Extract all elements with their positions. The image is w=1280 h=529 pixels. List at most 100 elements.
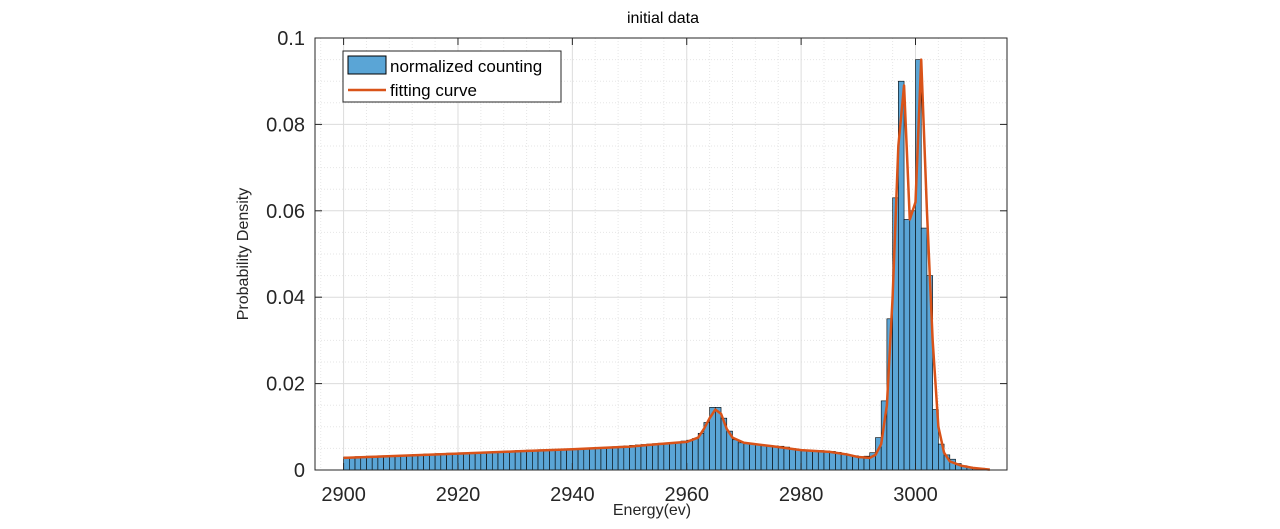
x-axis-label: Energy(ev): [613, 502, 691, 519]
y-tick-labels: 0 0.02 0.04 0.06 0.08 0.1: [266, 28, 305, 482]
histogram-bar: [623, 445, 630, 471]
y-axis-label: Probability Density: [235, 188, 252, 321]
histogram-bar: [577, 448, 585, 471]
x-tick-label: 3000: [893, 484, 938, 506]
histogram-bar: [840, 453, 848, 471]
histogram-bar: [469, 451, 476, 471]
x-tick-label: 2960: [664, 484, 709, 506]
histogram-bar: [434, 453, 442, 471]
histogram-bar: [692, 438, 699, 471]
histogram-bar: [474, 451, 482, 471]
histogram-bar: [423, 453, 430, 471]
histogram-bar: [572, 448, 579, 471]
histogram-bar: [594, 447, 602, 471]
histogram-bar: [823, 450, 831, 471]
histogram-bar: [520, 450, 527, 471]
histogram-bar: [732, 439, 739, 471]
axis-ticks: [315, 37, 1007, 471]
y-tick-label: 0.08: [266, 114, 305, 136]
histogram-bar: [406, 454, 413, 471]
histogram-bar: [446, 452, 453, 471]
histogram-bar: [606, 446, 613, 471]
legend-label-fitting-curve: fitting curve: [390, 81, 477, 100]
x-tick-label: 2900: [321, 484, 366, 506]
histogram-bar: [514, 450, 522, 471]
histogram-bar: [480, 451, 487, 471]
histogram-bar: [583, 448, 590, 471]
fitting-curve-line: [343, 58, 990, 471]
histogram-bar: [846, 454, 853, 471]
histogram-bar: [777, 445, 785, 471]
histogram-bar: [646, 443, 653, 471]
histogram-bar: [349, 456, 356, 471]
histogram-bar: [451, 452, 459, 471]
histogram-bar: [389, 455, 396, 471]
histogram-bar: [560, 448, 567, 471]
histogram-bar: [377, 455, 384, 471]
histogram-bar: [657, 442, 665, 471]
histogram-bar: [537, 449, 545, 471]
histogram-bar: [835, 451, 842, 471]
histogram-bar: [715, 407, 722, 471]
histogram-bar: [486, 451, 493, 471]
histogram-bar: [829, 451, 836, 471]
histogram-bar: [903, 219, 911, 471]
histogram-bar: [549, 448, 556, 471]
histogram-bar: [795, 449, 802, 471]
histogram-bar: [669, 442, 676, 471]
y-tick-label: 0.02: [266, 374, 305, 396]
histogram-bar: [772, 445, 779, 471]
histogram-bar: [417, 454, 424, 471]
y-tick-label: 0: [294, 460, 305, 482]
x-tick-label: 2920: [436, 484, 481, 506]
histogram-bar: [371, 455, 379, 471]
histogram-bar: [554, 448, 562, 471]
histogram-bar: [497, 451, 505, 471]
histogram-bar: [766, 445, 773, 471]
histogram-bar: [663, 442, 670, 471]
histogram-bar: [743, 443, 750, 471]
histogram-bar: [674, 441, 682, 471]
histogram-bar: [411, 454, 419, 471]
x-tick-label: 2980: [779, 484, 824, 506]
histogram-bar: [680, 440, 688, 471]
histogram-bar: [457, 452, 464, 471]
histogram-bar: [429, 453, 436, 471]
histogram-bar: [440, 453, 447, 471]
histogram-bar: [634, 444, 642, 471]
histogram-bar: [812, 450, 819, 471]
histogram-bar: [566, 448, 573, 471]
histogram-bar: [909, 210, 916, 471]
histogram-bar: [640, 444, 648, 471]
histogram-bar: [629, 445, 636, 471]
histogram-bar: [920, 227, 928, 471]
histogram-bar: [755, 444, 762, 471]
y-tick-label: 0.04: [266, 287, 305, 309]
histogram-bar: [749, 443, 756, 471]
histogram-bar: [509, 450, 516, 471]
histogram-bar: [737, 442, 745, 471]
histogram-bar: [360, 456, 367, 471]
y-tick-label: 0.06: [266, 201, 305, 223]
histogram-bar: [543, 449, 550, 471]
histogram-bar: [806, 450, 813, 471]
histogram-bar: [697, 432, 705, 471]
y-tick-label: 0.1: [277, 28, 305, 50]
histogram-bar: [503, 450, 510, 471]
chart-title: initial data: [627, 10, 699, 27]
x-tick-labels: 2900 2920 2940 2960 2980 3000: [321, 484, 937, 506]
histogram-bar: [617, 445, 625, 471]
histogram-bar: [652, 443, 659, 471]
histogram-bar: [526, 449, 533, 471]
histogram-bar: [817, 450, 825, 471]
legend: normalized counting fitting curve: [342, 50, 562, 103]
histogram-bar: [800, 449, 808, 471]
histogram-bar: [394, 455, 402, 471]
histogram-bar: [463, 452, 470, 471]
legend-swatch-normalized-counting: [347, 55, 387, 75]
histogram-bar: [589, 447, 596, 471]
histogram-bar: [400, 454, 407, 471]
histogram-bar: [612, 446, 619, 471]
histogram-bar: [686, 439, 693, 471]
